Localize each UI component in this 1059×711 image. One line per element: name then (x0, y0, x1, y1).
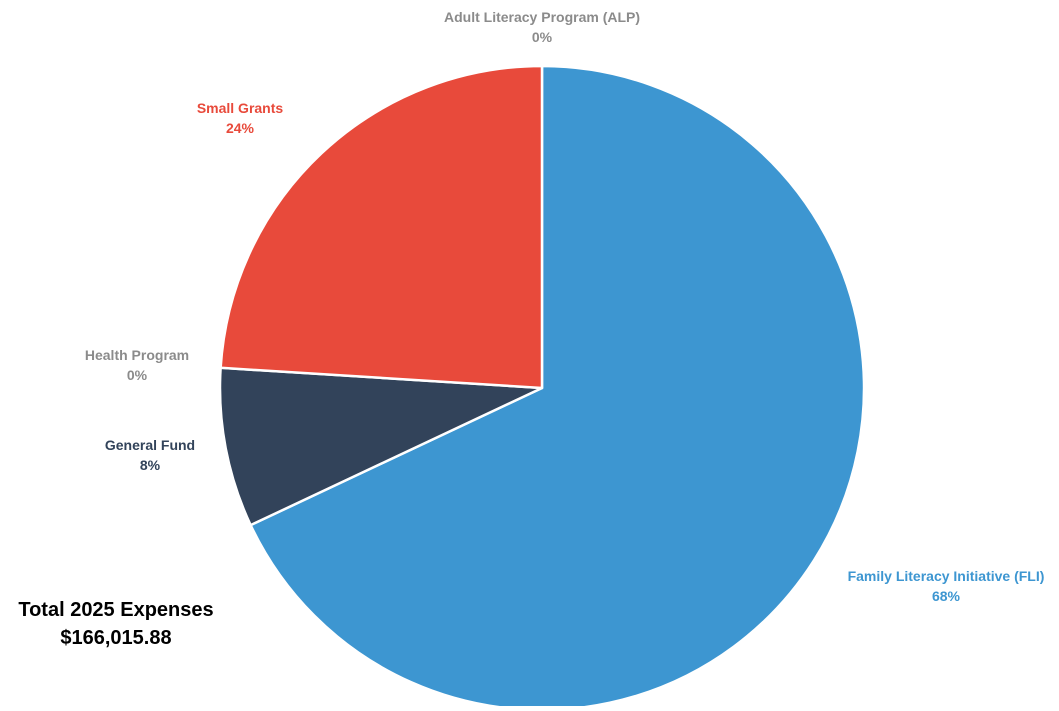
slice-label-family-literacy-initiative-fli: Family Literacy Initiative (FLI) (848, 568, 1045, 584)
pie-slice-general-fund (218, 366, 544, 527)
slice-label-general-fund: General Fund (105, 437, 195, 453)
slice-label-adult-literacy-program-alp: Adult Literacy Program (ALP) (444, 9, 640, 25)
slice-percent-health-program: 0% (127, 367, 148, 383)
labels-layer: Family Literacy Initiative (FLI) 68% Gener… (85, 9, 1045, 604)
slice-percent-adult-literacy-program-alp: 0% (532, 29, 553, 45)
pie-slice-family-literacy-initiative-fli (249, 64, 866, 711)
slice-label-health-program: Health Program (85, 347, 189, 363)
slice-percent-general-fund: 8% (140, 457, 161, 473)
total-expenses-title: Total 2025 Expenses (18, 599, 214, 621)
slice-percent-small-grants: 24% (226, 120, 255, 136)
slices-layer (218, 64, 866, 711)
total-expenses-block: Total 2025 Expenses $166,015.88 (0, 596, 232, 652)
slice-percent-family-literacy-initiative-fli: 68% (932, 588, 961, 604)
pie-slice-small-grants (219, 64, 544, 390)
slice-label-small-grants: Small Grants (197, 100, 284, 116)
total-expenses-amount: $166,015.88 (60, 627, 172, 649)
